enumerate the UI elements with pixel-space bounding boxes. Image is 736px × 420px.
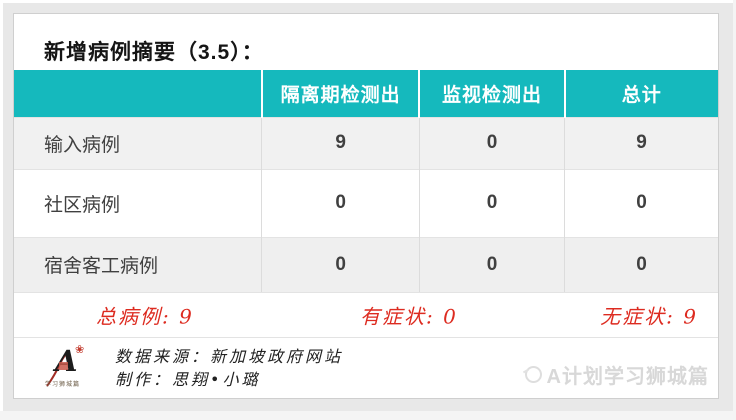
logo-seal-icon [59,362,68,370]
row-label-community: 社区病例 [14,168,262,237]
title-block: 新增病例摘要（3.5）： [14,14,718,70]
cell-imported-total: 9 [564,116,718,169]
row-label-imported: 输入病例 [14,116,262,169]
logo-caption: 学习狮城篇 [45,382,81,388]
page-title: 新增病例摘要（3.5）： [44,41,264,64]
summary-card: 新增病例摘要（3.5）： 隔离期检测出 监视检测出 总计 输入病例 9 0 9 … [13,13,719,399]
asymptomatic-cases-text: 无症状: 9 [600,304,698,329]
symptomatic-cases-text: 有症状: 0 [360,304,458,329]
new-cases-table: 隔离期检测出 监视检测出 总计 输入病例 9 0 9 社区病例 0 0 0 宿舍… [14,70,718,292]
page-edge-left [0,0,3,420]
brand-logo: A ❀ 学习狮城篇 [45,344,97,392]
footer: A ❀ 学习狮城篇 数据来源：新加坡政府网站 制作：思翔•小璐 A计划学习狮城篇 [14,338,718,396]
total-cases-text: 总病例: 9 [96,304,194,329]
cell-imported-quarantine: 9 [261,116,420,169]
page-edge-bottom [0,411,736,420]
table-header-row: 隔离期检测出 监视检测出 总计 [14,70,718,117]
row-label-dormitory: 宿舍客工病例 [14,236,262,292]
cell-dormitory-quarantine: 0 [261,236,420,292]
column-header-category [14,70,262,117]
table-row-dormitory: 宿舍客工病例 0 0 0 [14,236,718,292]
column-header-surveillance: 监视检测出 [418,70,565,117]
table-row-imported: 输入病例 9 0 9 [14,116,718,169]
data-source-line: 数据来源：新加坡政府网站 [115,347,344,366]
cell-community-total: 0 [564,168,718,237]
page-edge-top [0,0,736,3]
cell-imported-surveillance: 0 [418,116,565,169]
logo-flower-icon: ❀ [75,344,85,356]
watermark-text: A计划学习狮城篇 [546,366,709,388]
page-edge-right [733,0,736,420]
credit-lines: 数据来源：新加坡政府网站 制作：思翔•小璐 [115,345,343,391]
table-row-community: 社区病例 0 0 0 [14,168,718,237]
watermark-lion-icon [524,366,542,383]
cell-dormitory-total: 0 [564,236,718,292]
watermark: A计划学习狮城篇 [524,360,709,389]
column-header-total: 总计 [563,70,718,117]
cell-dormitory-surveillance: 0 [418,236,565,292]
column-header-quarantine: 隔离期检测出 [260,70,420,117]
cell-community-quarantine: 0 [261,168,420,237]
totals-summary-row: 总病例: 9 有症状: 0 无症状: 9 [14,292,718,338]
cell-community-surveillance: 0 [418,168,565,237]
credit-line: 制作：思翔•小璐 [115,370,261,389]
